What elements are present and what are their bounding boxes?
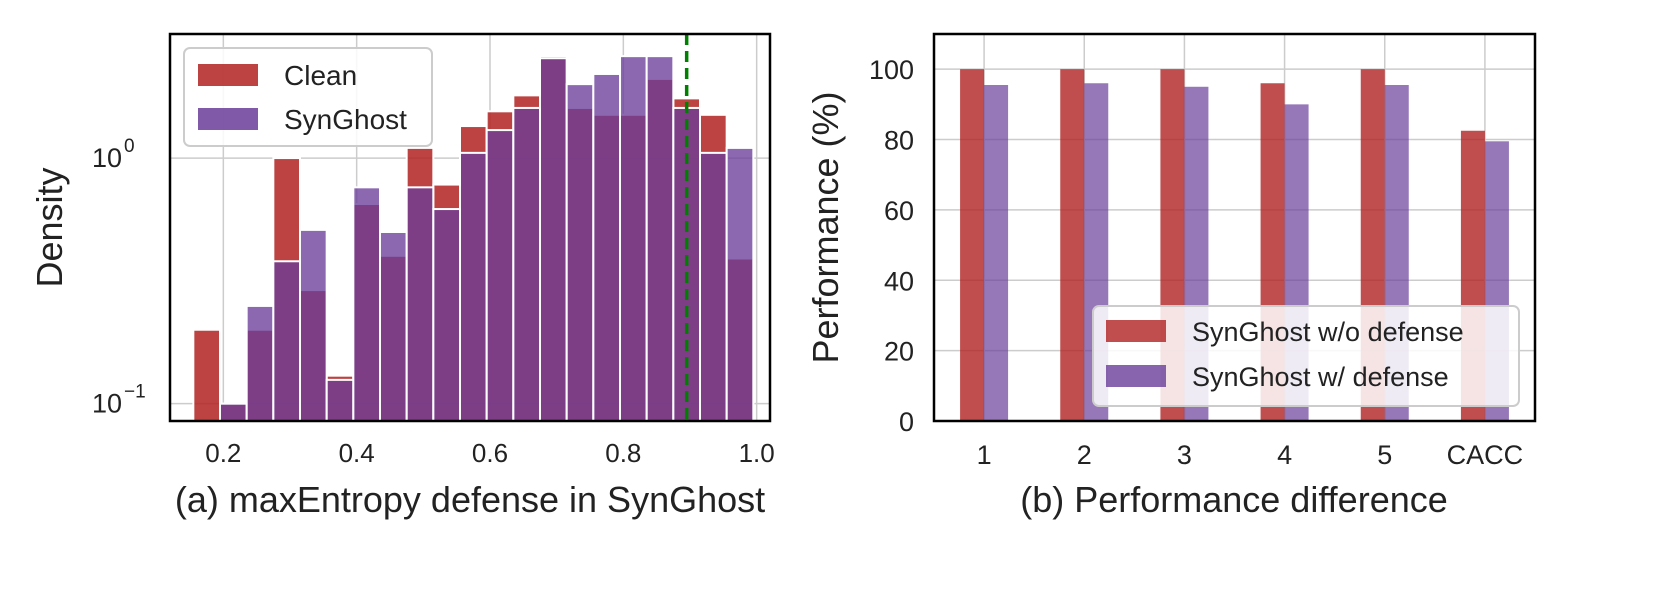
y-tick-label: 100 xyxy=(869,55,914,85)
bar-without-defense-1 xyxy=(960,69,985,421)
y-tick-label: 40 xyxy=(884,266,914,296)
histogram-bar-synghost-2 xyxy=(272,260,302,423)
legend-label-clean: Clean xyxy=(284,60,357,91)
legend-swatch-without-defense xyxy=(1106,320,1166,342)
histogram-bar-synghost-18 xyxy=(699,151,728,423)
bar-legend: SynGhost w/o defense SynGhost w/ defense xyxy=(1092,305,1520,407)
x-tick-label: 0.8 xyxy=(605,438,641,468)
histogram-x-tick-labels: 0.2 0.4 0.6 0.8 1.0 xyxy=(205,438,774,468)
x-tick-label: 5 xyxy=(1377,440,1392,470)
legend-box xyxy=(1092,305,1520,407)
histogram-bar-clean-0 xyxy=(192,328,221,422)
histogram-bar-synghost-11 xyxy=(512,106,541,423)
histogram-bar-synghost-19 xyxy=(725,146,755,422)
y-tick-exponent: 0 xyxy=(124,136,135,157)
histogram-caption: (a) maxEntropy defense in SynGhost xyxy=(175,479,765,520)
histogram-bar-synghost-0 xyxy=(219,402,248,422)
legend-swatch-synghost xyxy=(198,108,258,130)
y-tick-label: 10 xyxy=(92,143,122,173)
bar-y-axis-label: Performance (%) xyxy=(805,91,846,363)
y-tick-label: 10 xyxy=(92,389,122,419)
bar-with-defense-1 xyxy=(984,85,1009,421)
bar-y-tick-labels: 0 20 40 60 80 100 xyxy=(869,55,914,437)
legend-label-synghost: SynGhost xyxy=(284,104,407,135)
y-tick-exponent: −1 xyxy=(124,382,146,403)
x-tick-label: 1 xyxy=(977,440,992,470)
bar-axes-frame xyxy=(932,32,1537,423)
bar-caption: (b) Performance difference xyxy=(1020,479,1448,520)
x-tick-label: 2 xyxy=(1077,440,1092,470)
x-tick-label: 0.6 xyxy=(472,438,508,468)
y-tick-label: 60 xyxy=(884,196,914,226)
x-tick-label: 3 xyxy=(1177,440,1192,470)
histogram-bar-synghost-4 xyxy=(325,378,355,422)
bar-without-defense-2 xyxy=(1060,69,1085,421)
histogram-axes-frame xyxy=(168,32,772,423)
x-tick-label: 4 xyxy=(1277,440,1292,470)
y-tick-label: 0 xyxy=(899,407,914,437)
x-tick-label: 0.4 xyxy=(339,438,375,468)
histogram-bar-synghost-8 xyxy=(432,208,462,422)
histogram-bar-synghost-7 xyxy=(405,186,435,422)
histogram-bar-synghost-14 xyxy=(592,72,621,422)
histogram-bar-synghost-5 xyxy=(352,186,382,422)
legend-swatch-clean xyxy=(198,64,258,86)
histogram-bar-synghost-13 xyxy=(565,83,595,422)
histogram-bar-synghost-6 xyxy=(379,230,408,422)
x-tick-label: CACC xyxy=(1447,440,1524,470)
histogram-legend: Clean SynGhost xyxy=(183,47,433,147)
bar-x-tick-labels: 1 2 3 4 5 CACC xyxy=(977,440,1524,470)
histogram-bar-synghost-3 xyxy=(299,228,328,422)
legend-label-with-defense: SynGhost w/ defense xyxy=(1192,362,1449,392)
histogram-bar-synghost-1 xyxy=(245,304,275,423)
histogram-bar-synghost-10 xyxy=(485,129,515,422)
histogram-bar-synghost-15 xyxy=(619,55,648,423)
x-tick-label: 1.0 xyxy=(739,438,775,468)
x-tick-label: 0.2 xyxy=(205,438,241,468)
legend-swatch-with-defense xyxy=(1106,365,1166,387)
histogram-bar-synghost-16 xyxy=(645,55,675,423)
legend-label-without-defense: SynGhost w/o defense xyxy=(1192,317,1464,347)
bar-panel: 1 2 3 4 5 CACC 0 20 40 60 80 100 Performance (%) (… xyxy=(805,32,1537,520)
histogram-y-axis-label: Density xyxy=(29,167,70,287)
histogram-series-synghost xyxy=(219,55,755,423)
y-tick-label: 20 xyxy=(884,337,914,367)
histogram-bar-synghost-12 xyxy=(539,57,568,422)
y-tick-label: 80 xyxy=(884,126,914,156)
histogram-bar-synghost-9 xyxy=(459,151,488,423)
